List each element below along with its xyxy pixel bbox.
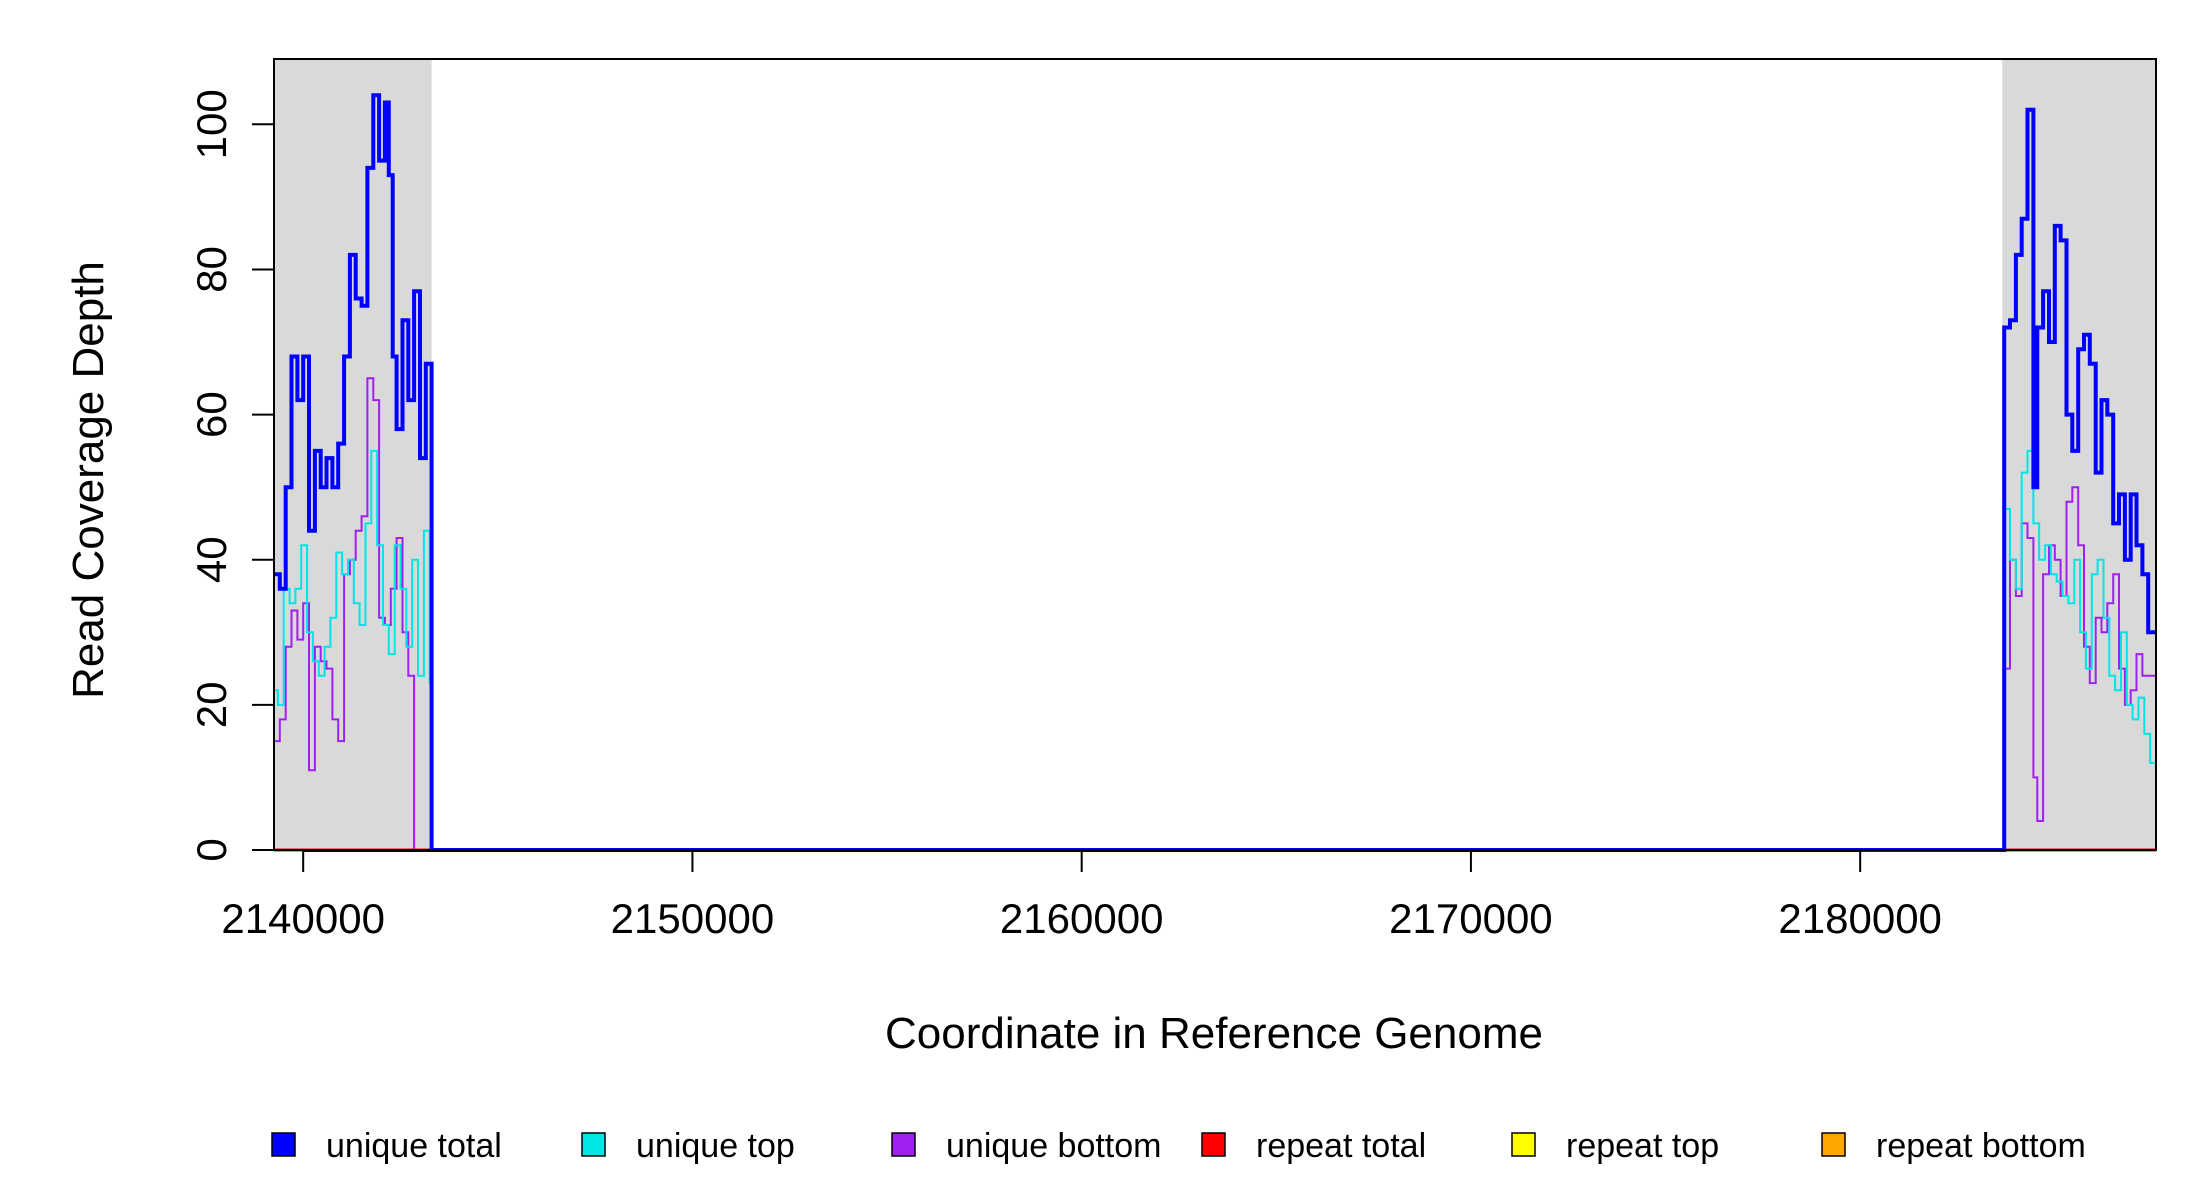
x-tick-label: 2140000 bbox=[221, 895, 385, 942]
shaded-region-2 bbox=[2002, 59, 2156, 850]
legend-swatch bbox=[271, 1132, 296, 1157]
y-tick-label: 40 bbox=[188, 536, 235, 583]
plot-frame bbox=[273, 58, 2157, 851]
y-axis-title: Read Coverage Depth bbox=[64, 261, 113, 699]
shaded-regions bbox=[274, 59, 2156, 850]
x-axis: 2140000 2150000 2160000 2170000 2180000 bbox=[221, 850, 1942, 942]
x-tick-label: 2160000 bbox=[1000, 895, 1164, 942]
legend-label: repeat top bbox=[1566, 1127, 1719, 1165]
legend-swatch bbox=[581, 1132, 606, 1157]
y-tick-label: 100 bbox=[188, 89, 235, 159]
series-lines bbox=[274, 93, 2157, 852]
legend-swatch bbox=[1821, 1132, 1846, 1157]
legend-swatch bbox=[1201, 1132, 1226, 1157]
series-line-unique-top bbox=[274, 449, 2157, 851]
x-tick-label: 2150000 bbox=[611, 895, 775, 942]
x-tick-label: 2170000 bbox=[1389, 895, 1553, 942]
shaded-region-1 bbox=[274, 59, 432, 850]
legend-label: unique top bbox=[636, 1127, 795, 1165]
y-tick-label: 60 bbox=[188, 391, 235, 438]
y-tick-label: 80 bbox=[188, 246, 235, 293]
series-line-unique-total bbox=[274, 93, 2156, 852]
legend-swatch bbox=[891, 1132, 916, 1157]
y-tick-label: 20 bbox=[188, 682, 235, 729]
legend-swatch bbox=[1511, 1132, 1536, 1157]
legend-label: repeat total bbox=[1256, 1127, 1426, 1165]
legend-label: repeat bottom bbox=[1876, 1127, 2086, 1165]
legend: unique total unique top unique bottom repea… bbox=[271, 1127, 2086, 1165]
y-axis: 0 20 40 60 80 100 bbox=[188, 89, 275, 862]
legend-label: unique bottom bbox=[946, 1127, 1162, 1165]
x-axis-title: Coordinate in Reference Genome bbox=[885, 1009, 1543, 1058]
x-tick-label: 2180000 bbox=[1778, 895, 1942, 942]
legend-label: unique total bbox=[326, 1127, 502, 1165]
series-line-unique-bottom bbox=[274, 377, 2156, 851]
y-tick-label: 0 bbox=[188, 838, 235, 861]
